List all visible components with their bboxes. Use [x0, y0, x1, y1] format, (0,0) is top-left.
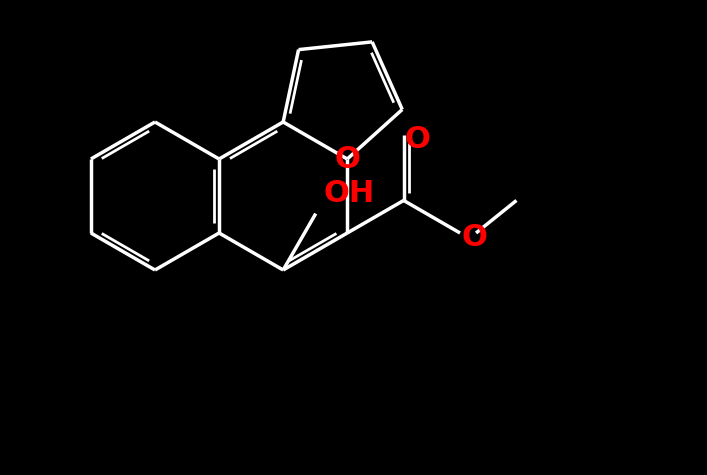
Text: O: O [334, 144, 360, 173]
Text: O: O [404, 125, 431, 154]
Text: OH: OH [324, 179, 375, 208]
Text: O: O [461, 222, 487, 251]
